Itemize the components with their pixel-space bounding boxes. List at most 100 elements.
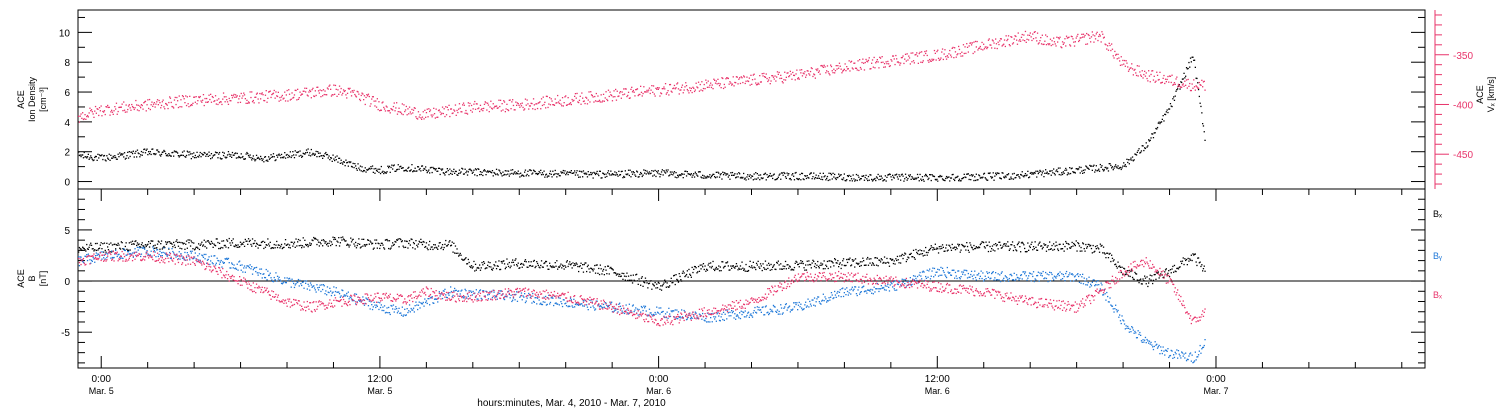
data-point	[334, 160, 335, 161]
data-point	[1185, 76, 1186, 77]
data-point	[1079, 40, 1080, 41]
data-point	[564, 265, 565, 266]
right-axis-title: Vₓ [km/s]	[1486, 77, 1496, 112]
data-point	[294, 287, 295, 288]
data-point	[200, 152, 201, 153]
data-point	[918, 250, 919, 251]
data-point	[413, 308, 414, 309]
data-point	[587, 176, 588, 177]
data-point	[889, 266, 890, 267]
data-point	[465, 169, 466, 170]
data-point	[973, 245, 974, 246]
data-point	[835, 70, 836, 71]
data-point	[605, 97, 606, 98]
data-point	[80, 249, 81, 250]
data-point	[700, 265, 701, 266]
data-point	[696, 173, 697, 174]
data-point	[869, 180, 870, 181]
data-point	[1010, 177, 1011, 178]
data-point	[977, 179, 978, 180]
data-point	[618, 95, 619, 96]
data-point	[882, 56, 883, 57]
data-point	[973, 53, 974, 54]
data-point	[1100, 164, 1101, 165]
data-point	[853, 174, 854, 175]
data-point	[547, 265, 548, 266]
data-point	[1078, 243, 1079, 244]
data-point	[1165, 114, 1166, 115]
data-point	[588, 91, 589, 92]
data-point	[489, 106, 490, 107]
data-point	[505, 268, 506, 269]
data-point	[298, 239, 299, 240]
data-point	[280, 100, 281, 101]
data-point	[555, 262, 556, 263]
data-point	[954, 47, 955, 48]
data-point	[857, 69, 858, 70]
data-point	[374, 168, 375, 169]
data-point	[460, 171, 461, 172]
data-point	[1102, 34, 1103, 35]
data-point	[980, 46, 981, 47]
data-point	[1024, 40, 1025, 41]
data-point	[158, 104, 159, 105]
data-point	[931, 180, 932, 181]
data-point	[384, 305, 385, 306]
data-point	[723, 174, 724, 175]
data-point	[249, 157, 250, 158]
data-point	[567, 260, 568, 261]
data-point	[993, 180, 994, 181]
data-point	[865, 265, 866, 266]
data-point	[536, 261, 537, 262]
data-point	[1126, 159, 1127, 160]
data-point	[549, 173, 550, 174]
data-point	[805, 77, 806, 78]
data-point	[898, 178, 899, 179]
data-point	[341, 88, 342, 89]
data-point	[493, 103, 494, 104]
data-point	[805, 176, 806, 177]
data-point	[1135, 72, 1136, 73]
data-point	[444, 247, 445, 248]
data-point	[710, 177, 711, 178]
data-point	[1106, 48, 1107, 49]
data-point	[890, 59, 891, 60]
data-point	[504, 101, 505, 102]
data-point	[653, 171, 654, 172]
data-point	[120, 154, 121, 155]
data-point	[334, 94, 335, 95]
data-point	[295, 247, 296, 248]
data-point	[275, 245, 276, 246]
data-point	[763, 267, 764, 268]
data-point	[1144, 276, 1145, 277]
data-point	[189, 259, 190, 260]
data-point	[575, 265, 576, 266]
data-point	[147, 244, 148, 245]
data-point	[1012, 173, 1013, 174]
data-point	[130, 249, 131, 250]
data-point	[186, 241, 187, 242]
data-point	[657, 172, 658, 173]
y-axis-title-bottom: [nT]	[38, 271, 48, 287]
data-point	[448, 109, 449, 110]
data-point	[786, 77, 787, 78]
data-point	[560, 265, 561, 266]
data-point	[684, 89, 685, 90]
data-point	[578, 271, 579, 272]
data-point	[149, 99, 150, 100]
data-point	[904, 178, 905, 179]
data-point	[1096, 165, 1097, 166]
data-point	[160, 243, 161, 244]
data-point	[153, 104, 154, 105]
data-point	[969, 179, 970, 180]
data-point	[257, 244, 258, 245]
data-point	[561, 105, 562, 106]
data-point	[446, 114, 447, 115]
data-point	[188, 154, 189, 155]
right-axis-title: ACE	[1475, 85, 1485, 104]
data-point	[329, 288, 330, 289]
data-point	[626, 304, 627, 305]
data-point	[489, 111, 490, 112]
data-point	[303, 91, 304, 92]
data-point	[462, 104, 463, 105]
